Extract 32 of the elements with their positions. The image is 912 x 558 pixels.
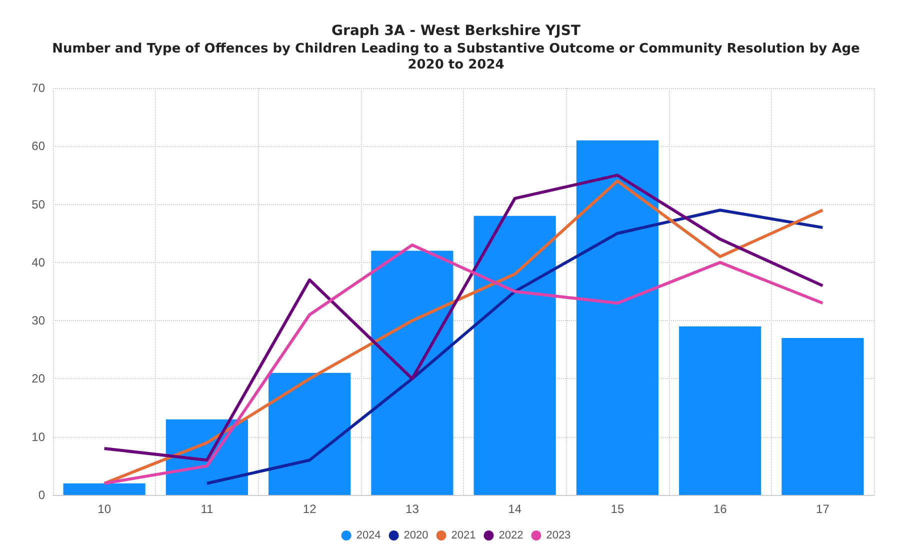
- y-tick-label: 50: [32, 197, 46, 212]
- legend-label: 2022: [498, 530, 524, 542]
- x-tick-label: 12: [302, 502, 317, 516]
- bar: [63, 483, 146, 495]
- y-tick-label: 40: [32, 255, 46, 270]
- bar: [474, 216, 556, 495]
- y-tick-label: 30: [32, 314, 46, 328]
- bar: [679, 326, 762, 495]
- bar: [576, 140, 658, 495]
- x-tick-label: 11: [200, 502, 214, 516]
- line-series: [102, 243, 824, 485]
- x-tick-label: 14: [508, 502, 522, 516]
- line-series: [205, 208, 824, 485]
- x-tick-label: 17: [816, 502, 830, 516]
- x-tick-label: 16: [713, 502, 728, 516]
- y-tick-label: 10: [32, 430, 46, 444]
- x-tick-label: 10: [98, 502, 112, 516]
- y-tick-label: 70: [32, 81, 46, 95]
- y-tick-label: 0: [38, 488, 46, 502]
- chart-title: Graph 3A - West Berkshire YJST: [332, 23, 581, 39]
- x-tick-label: 15: [610, 502, 624, 516]
- y-tick-label: 20: [32, 372, 46, 386]
- legend-label: 2024: [356, 530, 381, 542]
- legend-label: 2021: [451, 530, 476, 542]
- legend-label: 2023: [546, 530, 571, 542]
- legend-label: 2020: [404, 530, 428, 542]
- chart-subtitle: Number and Type of Offences by Children Leading to a Substantive Outcome or Community Resolution by Age 2020 to 2024: [52, 42, 860, 72]
- y-tick-label: 60: [32, 139, 46, 154]
- bar: [371, 250, 454, 495]
- bar: [782, 338, 864, 495]
- x-tick-label: 13: [406, 502, 420, 516]
- bar: [268, 372, 351, 495]
